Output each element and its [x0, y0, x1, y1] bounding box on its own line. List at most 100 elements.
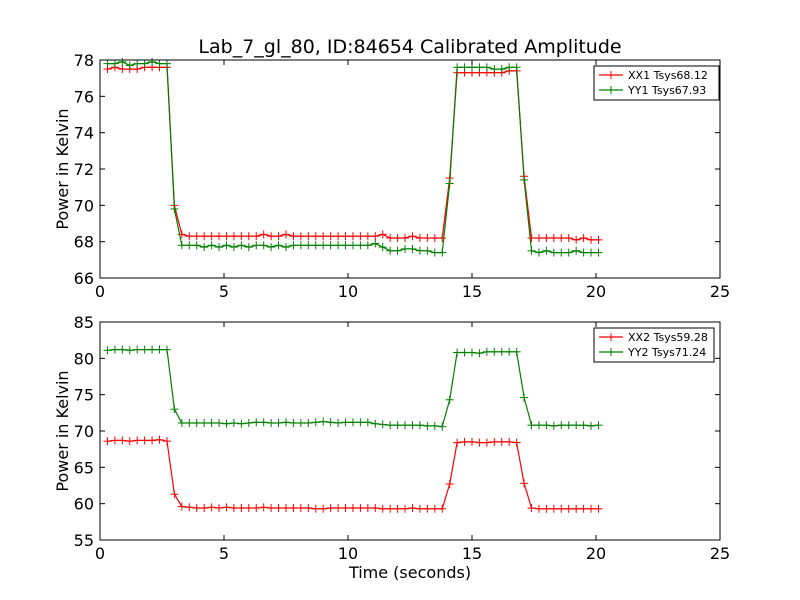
- data-point: [453, 63, 462, 72]
- y-tick-label: 70: [74, 196, 94, 215]
- data-point: [356, 241, 365, 250]
- data-point: [587, 248, 596, 257]
- data-point: [453, 438, 462, 447]
- data-point: [326, 232, 335, 241]
- data-point: [185, 232, 194, 241]
- data-point: [326, 504, 335, 513]
- x-tick-label: 20: [586, 282, 606, 301]
- data-point: [140, 59, 149, 68]
- data-point: [423, 504, 432, 513]
- data-point: [468, 348, 476, 357]
- data-point: [594, 421, 603, 430]
- legend-box: [593, 65, 720, 101]
- data-point: [289, 504, 298, 513]
- data-point: [527, 246, 536, 255]
- data-point: [401, 504, 410, 513]
- data-point: [341, 418, 350, 427]
- data-point: [520, 175, 529, 184]
- data-point: [512, 347, 521, 356]
- data-point: [386, 504, 395, 513]
- series-markers-2: [103, 345, 603, 431]
- data-point: [572, 504, 581, 513]
- data-point: [475, 63, 484, 72]
- data-point: [542, 421, 551, 430]
- data-point: [118, 345, 127, 354]
- data-point: [415, 421, 424, 430]
- data-point: [453, 348, 462, 357]
- series-line-2: [107, 61, 599, 254]
- data-point: [110, 436, 119, 445]
- data-point: [304, 419, 313, 428]
- data-point: [319, 417, 328, 426]
- data-point: [304, 241, 313, 250]
- y-tick-label: 74: [74, 124, 94, 143]
- data-point: [200, 243, 209, 252]
- data-point: [326, 241, 335, 250]
- data-point: [348, 232, 357, 241]
- x-tick-label: 20: [586, 544, 606, 563]
- series-line-1: [107, 439, 599, 510]
- data-point: [133, 345, 142, 354]
- x-tick-label: 25: [710, 282, 730, 301]
- y-tick-label: 75: [74, 386, 94, 405]
- data-point: [222, 419, 231, 428]
- data-point: [430, 504, 439, 513]
- data-point: [363, 504, 372, 513]
- data-point: [237, 504, 246, 513]
- data-point: [200, 504, 209, 513]
- y-tick-label: 72: [74, 160, 94, 179]
- y-tick-label: 65: [74, 458, 94, 477]
- data-point: [497, 437, 506, 446]
- data-point: [423, 246, 432, 255]
- data-point: [378, 230, 387, 239]
- data-point: [192, 504, 201, 513]
- data-point: [207, 241, 216, 250]
- data-point: [348, 418, 357, 427]
- data-point: [341, 241, 350, 250]
- data-point: [423, 421, 432, 430]
- y-tick-label: 80: [74, 349, 94, 368]
- data-point: [103, 59, 112, 68]
- data-point: [244, 243, 253, 252]
- data-point: [304, 504, 313, 513]
- data-point: [177, 419, 186, 428]
- data-point: [125, 437, 134, 446]
- data-point: [572, 235, 581, 244]
- y-tick-label: 76: [74, 87, 94, 106]
- data-point: [259, 418, 268, 427]
- x-axis-label: Time (seconds): [348, 563, 471, 582]
- data-point: [162, 437, 171, 446]
- y-tick-label: 55: [74, 531, 94, 550]
- data-point: [274, 232, 283, 241]
- data-point: [155, 345, 164, 354]
- data-point: [482, 347, 491, 356]
- data-point: [148, 345, 157, 354]
- data-point: [460, 437, 469, 446]
- x-tick-label: 5: [219, 544, 229, 563]
- data-point: [512, 438, 521, 447]
- data-point: [408, 232, 417, 241]
- data-point: [557, 234, 566, 243]
- data-point: [415, 234, 424, 243]
- legend-label: XX2 Tsys59.28: [628, 331, 708, 344]
- data-point: [475, 349, 484, 358]
- data-point: [460, 63, 469, 72]
- legend: XX2 Tsys59.28 YY2 Tsys71.24: [593, 327, 715, 363]
- data-point: [319, 241, 328, 250]
- data-point: [326, 418, 335, 427]
- data-point: [460, 348, 469, 357]
- data-point: [215, 419, 224, 428]
- data-point: [237, 419, 246, 428]
- data-point: [393, 504, 402, 513]
- data-point: [267, 504, 276, 513]
- data-point: [534, 504, 543, 513]
- y-axis-label: Power in Kelvin: [53, 370, 72, 491]
- data-point: [296, 504, 305, 513]
- data-point: [356, 504, 365, 513]
- data-point: [252, 232, 261, 241]
- data-point: [133, 436, 142, 445]
- data-point: [304, 232, 313, 241]
- top-plot-panel: 0 5 10 15 20 25 66 68 70 72 74 76 78 Power in Kelvin X…: [53, 51, 730, 301]
- data-point: [534, 248, 543, 257]
- x-tick-label: 0: [95, 282, 105, 301]
